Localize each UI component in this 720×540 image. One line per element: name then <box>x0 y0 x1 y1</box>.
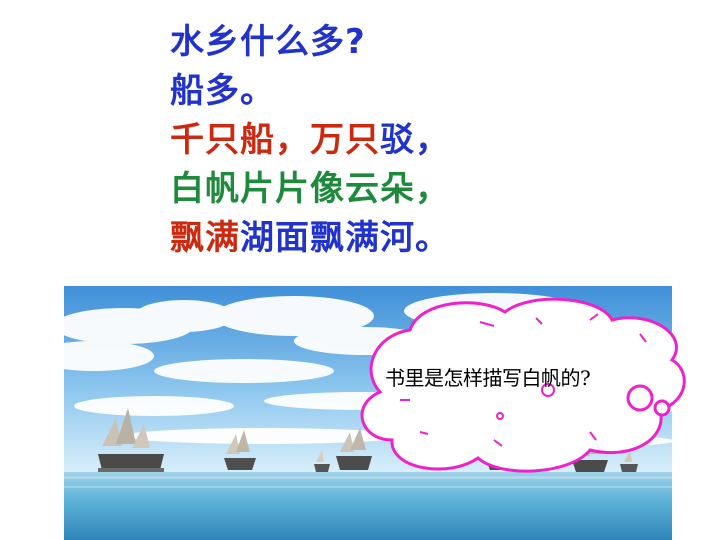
poem-line-5-part-2: 湖面飘满河。 <box>240 218 450 258</box>
poem-line-2-text: 船多。 <box>170 71 275 111</box>
poem-line-1-text: 水乡什么多? <box>170 22 366 62</box>
poem-line-2: 船多。 <box>170 67 450 116</box>
sailboat-2 <box>224 430 256 470</box>
poem-text: 水乡什么多? 船多。 千只船，万只驳， 白帆片片像云朵， 飘满湖面飘满河。 <box>170 18 450 263</box>
poem-line-3: 千只船，万只驳， <box>170 116 450 165</box>
poem-line-4: 白帆片片像云朵， <box>170 165 450 214</box>
poem-line-5-part-1: 飘满 <box>170 218 240 258</box>
thought-bubble-question: 书里是怎样描写白帆的? <box>385 366 591 390</box>
sea-reflection <box>64 476 672 488</box>
poem-line-4-text: 白帆片片像云朵， <box>170 169 450 209</box>
poem-line-3-part-2: 驳， <box>380 120 450 160</box>
sailboats-illustration <box>64 286 672 540</box>
poem-line-3-part-1: 千只船，万只 <box>170 120 380 160</box>
poem-line-5: 飘满湖面飘满河。 <box>170 214 450 263</box>
sailboat-3 <box>314 450 330 472</box>
sailboat-1 <box>98 408 164 472</box>
sea <box>64 472 672 540</box>
poem-line-1: 水乡什么多? <box>170 18 450 67</box>
sailboats-photo <box>64 286 672 540</box>
